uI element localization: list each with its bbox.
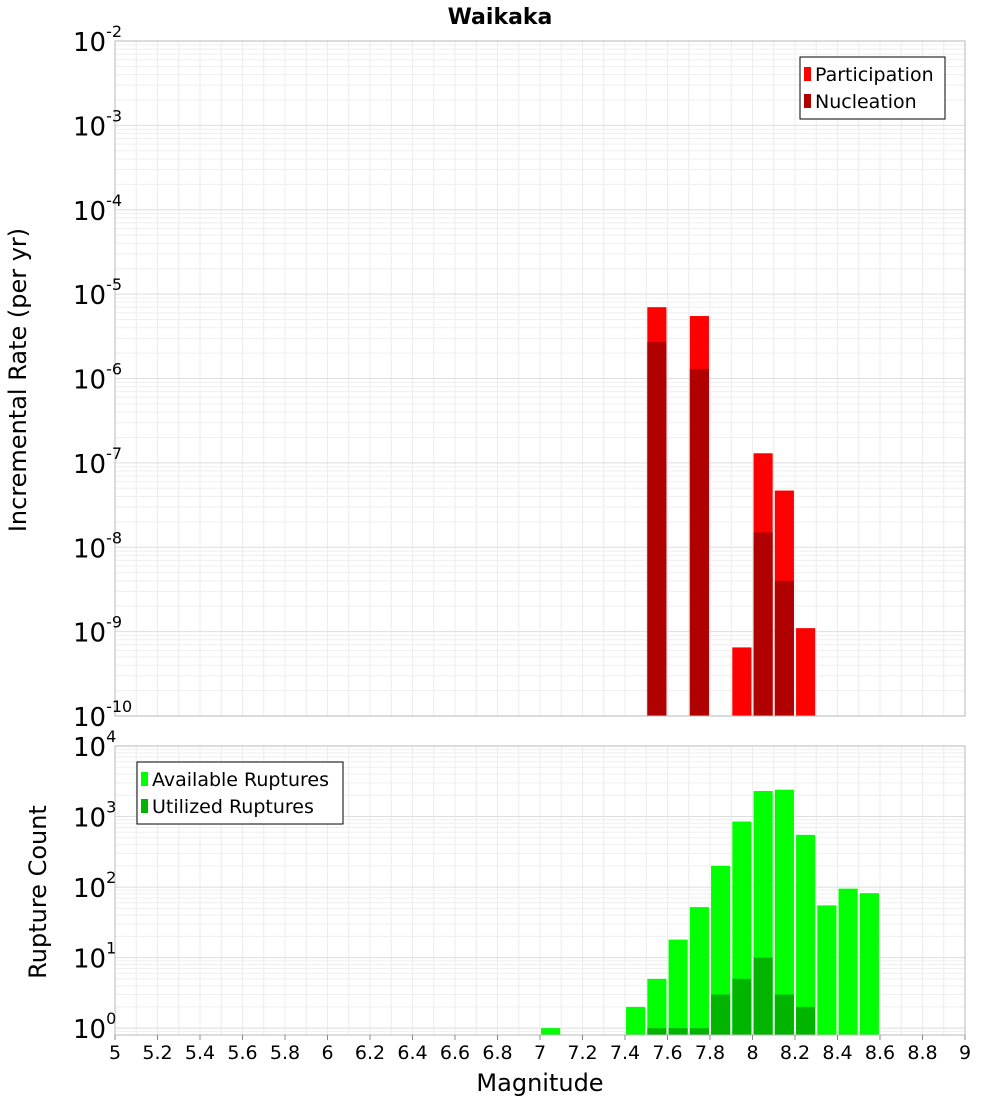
count-bar-utilized-ruptures [732, 978, 752, 1035]
plot-frame [114, 40, 966, 717]
y-tick-label: 103 [73, 798, 116, 834]
rate-bar-nucleation [753, 532, 773, 716]
count-bar-utilized-ruptures [668, 1028, 688, 1035]
count-bar-available-ruptures [626, 1006, 646, 1035]
legend-label: Available Ruptures [152, 769, 329, 791]
count-bar-available-ruptures [859, 893, 879, 1035]
x-tick-label: 8.2 [780, 1042, 810, 1064]
x-tick-label: 6.6 [440, 1042, 470, 1064]
x-tick-label: 7.6 [652, 1042, 682, 1064]
x-tick-label: 9 [959, 1042, 971, 1064]
count-legend [136, 761, 344, 825]
rate-bar-nucleation [689, 368, 709, 716]
bottom-y-axis-label: Rupture Count [24, 805, 52, 979]
count-bar-utilized-ruptures [647, 1028, 667, 1035]
x-tick-label: 8.8 [907, 1042, 937, 1064]
y-tick-label: 100 [73, 1009, 116, 1045]
x-tick-label: 5.2 [142, 1042, 172, 1064]
count-bar-available-ruptures [774, 789, 794, 1035]
legend-swatch [141, 772, 148, 786]
count-bar-available-ruptures [647, 978, 667, 1035]
y-tick-label: 10-5 [73, 275, 122, 311]
count-bar-available-ruptures [668, 939, 688, 1035]
x-axis-label: Magnitude [476, 1069, 603, 1097]
x-tick-label: 5 [109, 1042, 121, 1064]
rate-bar-participation [796, 628, 816, 716]
x-tick-label: 5.4 [185, 1042, 215, 1064]
count-bar-utilized-ruptures [774, 994, 794, 1035]
x-tick-label: 7.2 [567, 1042, 597, 1064]
y-tick-label: 102 [73, 868, 116, 904]
y-tick-label: 10-8 [73, 528, 122, 564]
y-tick-label: 10-3 [73, 106, 122, 142]
top-y-axis-label: Incremental Rate (per yr) [4, 228, 32, 532]
x-tick-label: 7.8 [695, 1042, 725, 1064]
x-tick-label: 7 [534, 1042, 546, 1064]
count-bar-available-ruptures [796, 834, 816, 1035]
x-tick-label: 8.4 [822, 1042, 852, 1064]
count-bar-utilized-ruptures [711, 994, 731, 1035]
rate-bar-nucleation [774, 580, 794, 716]
count-bar-utilized-ruptures [753, 957, 773, 1035]
chart-title: Waikaka [448, 5, 553, 30]
rate-bar-nucleation [647, 342, 667, 716]
y-tick-label: 101 [73, 939, 116, 975]
y-tick-label: 10-6 [73, 360, 122, 396]
x-tick-label: 5.8 [270, 1042, 300, 1064]
count-bar-available-ruptures [711, 865, 731, 1035]
count-bar-available-ruptures [817, 905, 837, 1035]
y-tick-label: 10-2 [73, 22, 122, 58]
x-tick-label: 6.4 [397, 1042, 427, 1064]
x-tick-label: 8.6 [865, 1042, 895, 1064]
legend-label: Nucleation [815, 91, 917, 113]
count-bar-utilized-ruptures [796, 1006, 816, 1035]
legend-swatch [141, 799, 148, 813]
x-tick-label: 5.6 [227, 1042, 257, 1064]
x-tick-label: 7.4 [610, 1042, 640, 1064]
rate-legend [799, 56, 946, 120]
y-tick-label: 10-9 [73, 613, 122, 649]
legend-swatch [804, 94, 811, 108]
y-tick-label: 10-10 [73, 697, 132, 733]
legend-label: Participation [815, 64, 934, 86]
x-tick-label: 6.2 [355, 1042, 385, 1064]
y-tick-label: 10-7 [73, 444, 122, 480]
count-bar-available-ruptures [689, 907, 709, 1035]
rate-bar-participation [732, 647, 752, 716]
x-tick-label: 6.8 [482, 1042, 512, 1064]
y-tick-label: 104 [73, 727, 116, 763]
legend-swatch [804, 67, 811, 81]
legend-label: Utilized Ruptures [152, 796, 314, 818]
count-bar-available-ruptures [541, 1028, 561, 1035]
y-tick-label: 10-4 [73, 191, 122, 227]
count-bar-utilized-ruptures [689, 1028, 709, 1035]
count-bar-available-ruptures [838, 888, 858, 1035]
x-tick-label: 6 [321, 1042, 333, 1064]
x-tick-label: 8 [746, 1042, 758, 1064]
